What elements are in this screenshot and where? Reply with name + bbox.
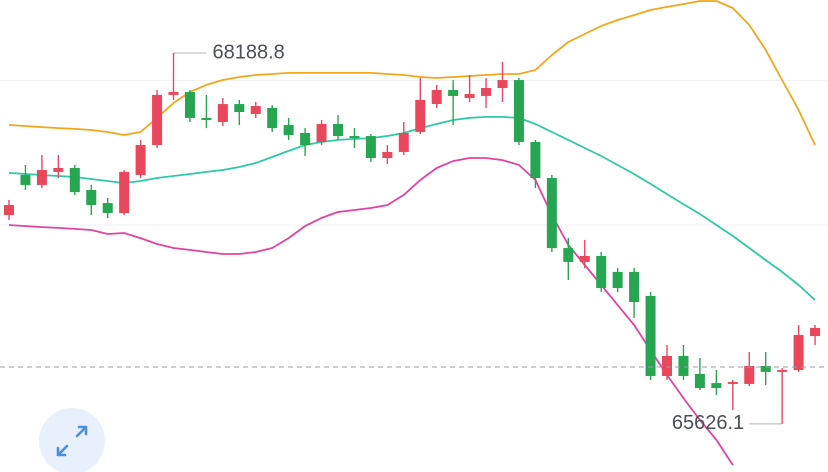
candle-body — [135, 145, 146, 175]
candle-body — [662, 356, 672, 376]
candle-body — [168, 92, 179, 95]
high-label: 68188.8 — [213, 41, 285, 63]
candle-body — [513, 80, 524, 142]
candle-body — [4, 205, 14, 216]
candle-body — [760, 365, 771, 372]
candle-body — [727, 382, 738, 384]
candle-body — [316, 124, 327, 142]
zoom-button[interactable] — [39, 408, 105, 472]
zoom-icon[interactable] — [56, 425, 88, 457]
candle-body — [579, 256, 590, 262]
candle-body — [184, 92, 195, 118]
candle-body — [810, 327, 821, 337]
candle-body — [102, 203, 113, 214]
candle-body — [382, 151, 393, 159]
candle-body — [267, 107, 278, 129]
candle-body — [300, 132, 311, 146]
candle-body — [415, 100, 426, 132]
candle-body — [464, 94, 475, 98]
candle-body — [530, 141, 541, 179]
candle-body — [201, 117, 212, 120]
band-line — [8, 116, 816, 301]
candle-body — [744, 365, 755, 384]
candle-body — [612, 271, 623, 288]
low-label: 65626.1 — [672, 412, 744, 434]
candle-body — [119, 171, 130, 214]
zoom-button-bg[interactable] — [39, 408, 105, 472]
candle-body — [497, 80, 508, 88]
candle-body — [333, 124, 343, 137]
candle-body — [349, 136, 360, 139]
candle-body — [793, 335, 804, 371]
candle-body — [250, 106, 261, 115]
candle-body — [777, 370, 788, 372]
candle-body — [20, 174, 31, 185]
candle-body — [481, 87, 492, 96]
candle-body — [431, 90, 442, 105]
candle-body — [53, 168, 64, 172]
band-line — [8, 157, 734, 466]
candle-body — [711, 383, 722, 388]
candle-body — [86, 190, 97, 206]
candle-body — [36, 170, 47, 185]
candle-body — [546, 178, 557, 249]
candle-body — [217, 104, 228, 122]
candle-body — [563, 248, 574, 262]
candle-body — [398, 132, 409, 152]
candle-body — [234, 104, 245, 113]
candle-body — [448, 90, 459, 96]
candle-body — [694, 373, 705, 388]
candle-body — [152, 94, 163, 146]
band-line — [8, 0, 816, 146]
candle-body — [645, 295, 656, 376]
candle-body — [629, 271, 640, 303]
candle-body — [69, 168, 80, 193]
candle-body — [283, 125, 294, 136]
candle-body — [365, 136, 376, 159]
candle-body — [596, 256, 607, 288]
candle-body — [678, 356, 689, 376]
